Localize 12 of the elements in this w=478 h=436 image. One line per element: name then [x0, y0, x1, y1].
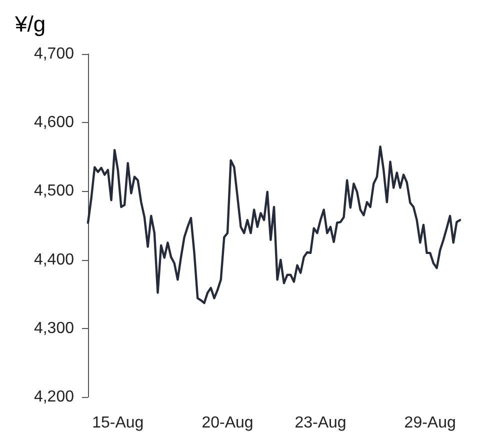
line-series — [86, 146, 462, 304]
y-tick-label: 4,600 — [34, 114, 74, 132]
y-tick-label: 4,300 — [34, 320, 74, 337]
y-axis-title: ¥/g — [14, 12, 46, 36]
x-tick-label: 20-Aug — [202, 414, 254, 432]
y-tick-label: 4,400 — [34, 251, 74, 268]
x-tick-label: 23-Aug — [294, 414, 346, 432]
y-tick-label: 4,500 — [34, 182, 74, 200]
x-tick-label: 29-Aug — [404, 414, 456, 432]
y-tick-label: 4,700 — [34, 46, 74, 62]
x-tick-label: 15-Aug — [92, 414, 144, 432]
y-tick-label: 4,200 — [34, 388, 74, 406]
